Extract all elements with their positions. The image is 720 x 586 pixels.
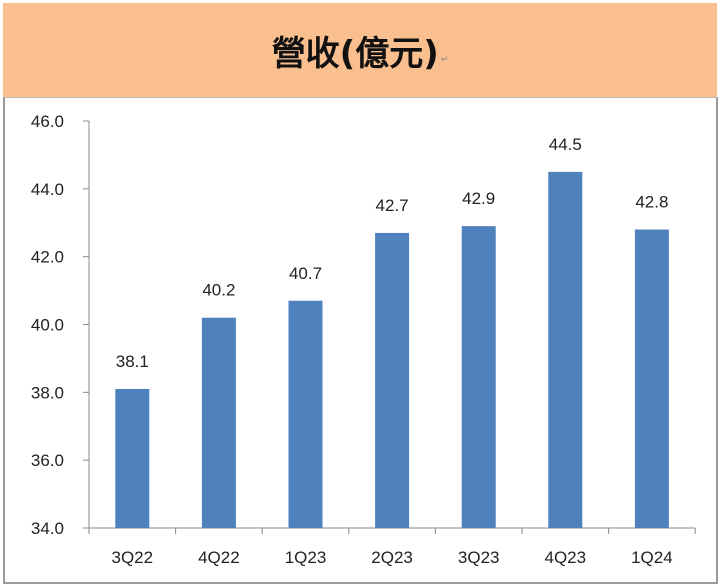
- bar-1Q24: [634, 229, 669, 529]
- y-tick-label: 40.0: [31, 316, 64, 335]
- chart-title-banner: 營收(億元) ↵: [3, 3, 717, 97]
- paragraph-mark: ↵: [440, 53, 449, 64]
- data-label: 40.2: [202, 281, 235, 300]
- data-label: 38.1: [116, 352, 149, 371]
- data-label: 42.7: [376, 196, 409, 215]
- bar-2Q23: [375, 232, 410, 529]
- y-tick-label: 46.0: [31, 112, 64, 131]
- chart-frame: [3, 97, 718, 584]
- y-tick-label: 42.0: [31, 248, 64, 267]
- bar-4Q22: [201, 317, 236, 528]
- data-label: 44.5: [549, 135, 582, 154]
- x-tick-label: 1Q24: [631, 548, 673, 567]
- data-label: 40.7: [289, 264, 322, 283]
- y-tick-label: 36.0: [31, 451, 64, 470]
- y-tick-label: 44.0: [31, 180, 64, 199]
- bar-3Q22: [115, 388, 150, 528]
- x-tick-label: 3Q23: [458, 548, 500, 567]
- chart-title: 營收(億元): [271, 33, 439, 74]
- y-tick-label: 38.0: [31, 383, 64, 402]
- bar-1Q23: [288, 300, 323, 528]
- data-label: 42.8: [635, 193, 668, 212]
- x-tick-label: 4Q22: [198, 548, 240, 567]
- x-tick-label: 4Q23: [545, 548, 587, 567]
- x-tick-label: 2Q23: [371, 548, 413, 567]
- x-tick-label: 3Q22: [112, 548, 154, 567]
- bar-3Q23: [461, 226, 496, 528]
- y-tick-label: 34.0: [31, 519, 64, 538]
- bar-4Q23: [548, 171, 583, 528]
- data-label: 42.9: [462, 189, 495, 208]
- x-tick-label: 1Q23: [285, 548, 327, 567]
